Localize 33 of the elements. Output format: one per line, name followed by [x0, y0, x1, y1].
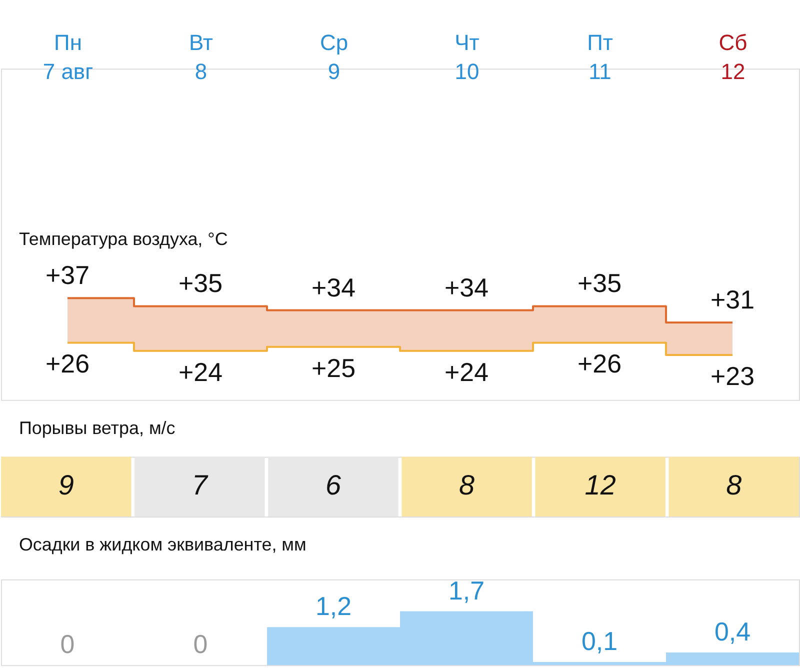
x-tick-label: Сб 12 — [718, 30, 748, 84]
data-label: +34 — [444, 274, 488, 302]
data-label: +31 — [710, 286, 754, 314]
data-label: 12 — [584, 470, 616, 501]
data-label: 1,7 — [448, 577, 485, 606]
chart-title: Осадки в жидком эквиваленте, мм — [18, 534, 306, 554]
x-tick-label: Пн 7 авг — [42, 30, 94, 84]
chart-title: Температура воздуха, °C — [18, 229, 228, 250]
x-tick-label: Пт 11 — [587, 30, 613, 84]
data-label: +26 — [578, 350, 622, 379]
data-label: 0 — [193, 631, 208, 660]
data-label: 6 — [325, 470, 342, 501]
data-label: +23 — [710, 362, 754, 391]
x-tick-label: Чт 10 — [454, 30, 480, 84]
data-label: +35 — [178, 270, 222, 298]
data-label: +26 — [46, 350, 90, 379]
data-label: 9 — [58, 470, 74, 501]
x-tick-label: Ср 9 — [320, 30, 348, 84]
data-label: 8 — [726, 470, 742, 501]
data-label: +25 — [312, 354, 356, 383]
data-label: +37 — [46, 262, 90, 290]
data-label: +24 — [178, 358, 222, 387]
chart-title: Порывы ветра, м/с — [18, 418, 176, 438]
data-label: +35 — [578, 270, 622, 298]
x-tick-label: Вт 8 — [189, 30, 213, 84]
data-label: 0,4 — [714, 618, 751, 647]
data-label: +34 — [312, 274, 356, 302]
data-label: 8 — [459, 470, 476, 501]
data-label: 0,1 — [581, 628, 618, 656]
data-label: 0 — [60, 631, 75, 660]
data-label: 1,2 — [315, 593, 352, 622]
data-label: +24 — [444, 358, 488, 387]
data-label: 7 — [192, 470, 209, 501]
